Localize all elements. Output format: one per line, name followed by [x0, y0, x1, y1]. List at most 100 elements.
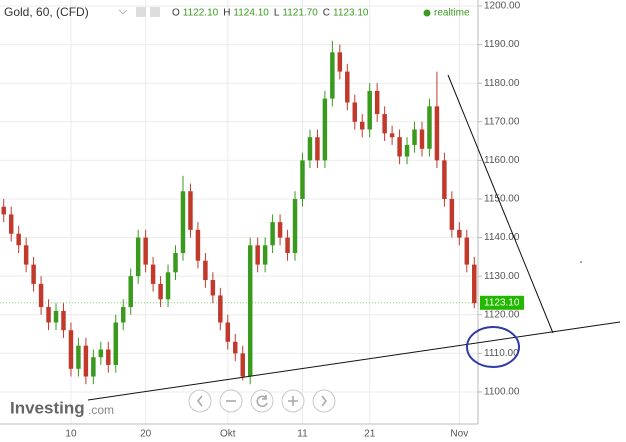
candle-body: [8, 214, 14, 234]
y-tick-label: 1150.00: [484, 194, 520, 205]
candle-body: [233, 341, 238, 354]
candle-body: [389, 133, 395, 138]
candle-body: [434, 106, 440, 161]
candle-body: [150, 264, 156, 284]
candle-body: [270, 222, 275, 246]
candle-body: [397, 137, 402, 157]
quote-key: L: [274, 8, 280, 19]
trend-line: [447, 74, 554, 334]
candle-body: [292, 198, 298, 254]
candle-body: [412, 129, 417, 145]
y-tick-label: 1190.00: [484, 39, 520, 50]
candle-body: [382, 114, 387, 134]
watermark: Investing: [10, 398, 85, 417]
y-tick-label: 1120.00: [484, 309, 520, 320]
status-dot: [423, 9, 431, 17]
scroll-right-button[interactable]: [312, 389, 336, 413]
quote-key: C: [323, 8, 330, 19]
candle-body: [315, 137, 320, 161]
reset-button[interactable]: [250, 389, 274, 413]
candle-body: [128, 276, 133, 308]
candle-body: [262, 245, 268, 265]
y-tick-label: 1170.00: [484, 116, 520, 127]
candle-body: [23, 245, 29, 265]
candle-body: [240, 353, 245, 377]
dropdown-icon[interactable]: [118, 9, 128, 15]
candle-body: [225, 322, 231, 342]
candle-body: [46, 307, 51, 323]
quote: O 1122.10 H 1124.10 L 1121.70 C 1123.10: [172, 8, 369, 19]
y-tick-label: 1140.00: [484, 232, 520, 243]
candle-body: [68, 330, 74, 369]
grid: 1100.00 1110.00 1120.00 1130.00 1140.00 1150.…: [0, 0, 521, 440]
candle-body: [98, 349, 104, 358]
candle-body: [255, 245, 260, 265]
candle-body: [218, 295, 223, 323]
candle-body: [113, 322, 119, 365]
dot: [580, 261, 582, 263]
candle-body: [330, 52, 335, 99]
candle-body: [106, 349, 111, 365]
trend-line: [87, 321, 621, 401]
candle-body: [464, 237, 470, 265]
candle-body: [300, 160, 305, 199]
y-tick-label: 1180.00: [484, 78, 520, 89]
x-tick-label: 10: [65, 429, 77, 440]
x-tick-label: 11: [297, 429, 308, 440]
candle-body: [91, 357, 96, 377]
candle-body: [203, 260, 208, 281]
quote-value: 1121.70: [282, 8, 318, 19]
chart-title: Gold, 60, (CFD): [4, 5, 89, 19]
zoom-out-button[interactable]: [219, 389, 243, 413]
zoom-in-button[interactable]: [281, 389, 305, 413]
quote-value: 1122.10: [183, 8, 219, 19]
x-tick-label: 21: [364, 429, 376, 440]
candle-body: [419, 129, 425, 149]
x-tick-label: Okt: [220, 429, 236, 440]
candle-body: [135, 237, 141, 277]
candle-body: [307, 137, 313, 161]
candle-body: [457, 229, 462, 238]
y-tick-label: 1200.00: [484, 1, 521, 12]
watermark-suffix: .com: [88, 403, 114, 417]
candle-body: [337, 52, 343, 72]
quote-key: H: [223, 8, 230, 19]
icon[interactable]: [136, 7, 146, 17]
candle-body: [277, 222, 283, 238]
y-tick-label: 1100.00: [484, 387, 520, 398]
candle-body: [120, 307, 126, 323]
candle-body: [188, 191, 193, 230]
candle-body: [210, 280, 216, 296]
candle-body: [247, 245, 253, 377]
scroll-left-button[interactable]: [188, 389, 212, 413]
candles: [1, 40, 477, 385]
quote-value: 1123.10: [333, 8, 369, 19]
candle-body: [359, 121, 365, 130]
candle-body: [442, 160, 447, 199]
candle-body: [38, 283, 44, 308]
quote-value: 1124.10: [233, 8, 269, 19]
icon[interactable]: [150, 7, 160, 17]
x-tick-label: Nov: [450, 429, 468, 440]
highlight-circle: [466, 326, 520, 368]
candle-body: [143, 237, 148, 265]
y-tick-label: 1110.00: [484, 348, 519, 359]
candle-body: [76, 345, 81, 369]
quote-key: O: [172, 8, 180, 19]
candle-body: [404, 144, 410, 157]
last-price-box: [480, 295, 524, 310]
candle-body: [53, 310, 59, 323]
candle-body: [61, 310, 66, 331]
candle-body: [180, 191, 186, 254]
candle-body: [31, 264, 36, 284]
candle-body: [173, 253, 178, 273]
y-tick-label: 1130.00: [484, 271, 520, 282]
candle-body: [285, 237, 290, 254]
candle-body: [472, 264, 477, 304]
candle-body: [16, 233, 21, 246]
candle-body: [367, 90, 372, 130]
candle-body: [1, 206, 6, 215]
last-price-label: 1123.10: [484, 297, 520, 308]
